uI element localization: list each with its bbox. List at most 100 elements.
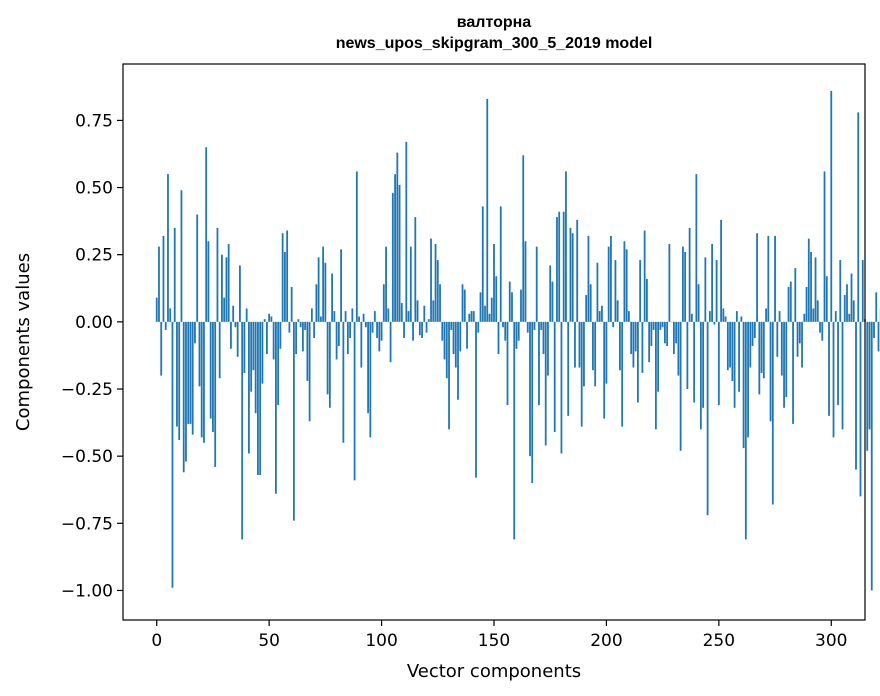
bar-297 (823, 171, 826, 322)
bar-304 (839, 260, 842, 322)
y-tick-label: −0.50 (61, 447, 113, 467)
bar-6 (169, 308, 172, 322)
bar-16 (191, 321, 194, 435)
bar-189 (580, 321, 583, 427)
bar-257 (733, 321, 736, 408)
bar-11 (180, 190, 183, 322)
bar-320 (875, 292, 878, 322)
bar-103 (387, 308, 390, 322)
bar-193 (589, 284, 592, 322)
bar-45 (257, 321, 259, 475)
bar-212 (632, 321, 635, 368)
bar-177 (553, 321, 556, 432)
bar-60 (290, 286, 293, 322)
bar-218 (646, 278, 648, 322)
bar-158 (511, 292, 513, 322)
bar-250 (717, 321, 720, 406)
bar-139 (468, 313, 471, 322)
y-tick-label: 0.50 (75, 179, 113, 199)
bar-104 (389, 321, 392, 363)
bar-317 (868, 321, 871, 430)
bar-71 (315, 284, 318, 322)
bar-176 (551, 281, 554, 322)
bar-69 (310, 308, 313, 322)
bar-277 (778, 311, 781, 322)
bar-264 (749, 321, 752, 368)
bar-223 (657, 321, 660, 392)
bar-289 (805, 286, 808, 322)
bar-97 (373, 311, 376, 322)
bar-75 (324, 262, 327, 322)
bar-270 (762, 321, 765, 379)
bar-28 (218, 321, 221, 379)
bar-3 (162, 235, 165, 322)
x-axis-label: Vector components (407, 661, 581, 682)
bar-170 (538, 321, 540, 406)
bar-14 (187, 321, 190, 424)
bar-249 (715, 260, 718, 322)
bar-296 (821, 321, 824, 341)
bar-19 (198, 321, 201, 387)
bar-230 (672, 321, 675, 355)
bar-239 (693, 321, 696, 403)
bar-207 (621, 321, 624, 427)
bar-259 (738, 321, 740, 392)
bar-197 (598, 311, 601, 322)
bar-86 (349, 321, 351, 338)
bar-247 (711, 243, 713, 322)
bar-0 (155, 297, 158, 322)
bar-80 (335, 321, 338, 360)
bar-233 (679, 321, 682, 451)
bar-285 (796, 321, 799, 357)
bar-157 (508, 281, 511, 322)
bar-186 (574, 321, 576, 368)
bar-1 (158, 246, 160, 322)
bar-268 (758, 321, 761, 395)
bar-22 (205, 147, 208, 322)
bar-125 (436, 260, 439, 322)
bar-143 (477, 321, 480, 333)
bar-241 (697, 284, 700, 322)
chart-title: валторна (456, 14, 532, 31)
bar-85 (346, 321, 349, 355)
bar-306 (843, 295, 846, 322)
bar-65 (301, 321, 304, 352)
bar-116 (416, 300, 419, 322)
bar-53 (275, 321, 277, 494)
bar-194 (592, 321, 594, 371)
bar-279 (783, 321, 785, 408)
bar-265 (751, 321, 754, 347)
bar-254 (726, 321, 729, 371)
bar-252 (722, 308, 725, 322)
bar-225 (661, 321, 664, 328)
bar-205 (616, 300, 619, 322)
bar-113 (409, 246, 412, 322)
bar-266 (753, 321, 756, 338)
bar-131 (450, 321, 453, 330)
bar-307 (846, 284, 848, 322)
bar-95 (369, 321, 372, 438)
bar-251 (720, 219, 722, 322)
bar-5 (167, 174, 169, 322)
bar-84 (344, 311, 347, 322)
bar-281 (787, 286, 790, 322)
bar-18 (196, 214, 199, 322)
bar-184 (569, 227, 572, 322)
bar-38 (241, 321, 244, 540)
bar-209 (625, 249, 628, 322)
bar-236 (686, 321, 689, 390)
bar-76 (326, 321, 329, 395)
bar-26 (214, 321, 217, 467)
bar-9 (176, 321, 178, 427)
chart-subtitle: news_upos_skipgram_300_5_2019 model (335, 35, 653, 52)
bar-213 (634, 321, 637, 352)
bar-294 (816, 300, 819, 322)
bar-165 (526, 321, 529, 333)
bar-287 (801, 321, 803, 368)
bar-121 (427, 319, 430, 322)
bar-124 (434, 243, 437, 322)
bar-148 (488, 313, 491, 322)
bar-168 (533, 321, 536, 330)
bar-293 (814, 257, 817, 322)
